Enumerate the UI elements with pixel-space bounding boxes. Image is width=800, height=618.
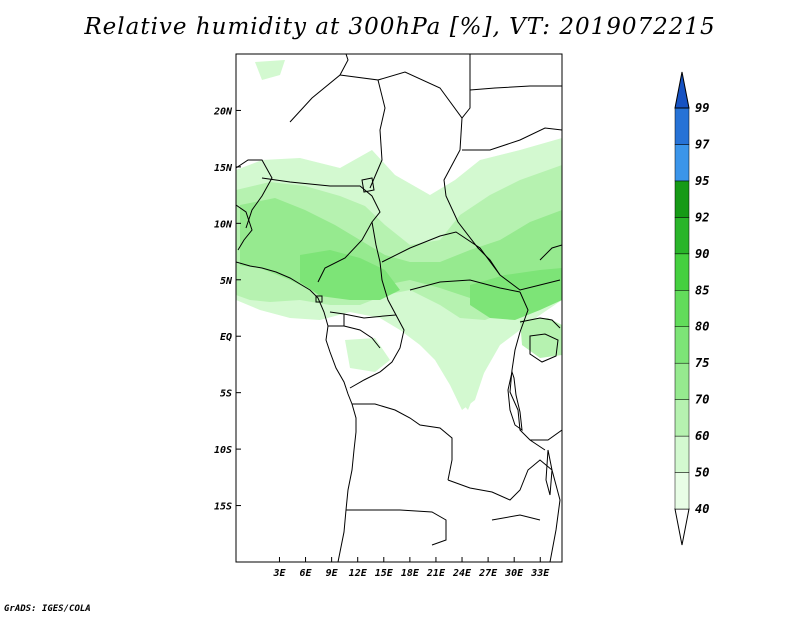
x-tick-label: 18E: [401, 568, 420, 579]
map-frame: [235, 53, 563, 563]
border-congo: [349, 314, 405, 389]
border-cameroon: [329, 221, 397, 319]
border-niger-nigeria: [261, 177, 381, 283]
x-tick-label: 15E: [375, 568, 394, 579]
x-tick-label: 9E: [326, 568, 339, 579]
legend-swatch: [674, 326, 690, 364]
legend-swatch: [674, 107, 690, 145]
x-axis: 3E 6E 9E 12E 15E 18E 21E 24E 27E 30E 33E: [272, 557, 550, 579]
x-tick-label: 12E: [349, 568, 368, 579]
legend-level-label: 40: [695, 502, 709, 516]
country-borders: [236, 54, 562, 562]
legend-swatch: [674, 362, 690, 400]
legend-level-label: 50: [695, 466, 709, 480]
y-tick-label: 15N: [214, 163, 233, 174]
x-tick-label: 3E: [272, 568, 286, 579]
border-sahara-1: [289, 54, 349, 123]
lake-tanganyika: [507, 370, 523, 432]
y-tick-label: 10S: [214, 445, 232, 456]
border-sahara-2: [339, 74, 386, 189]
humidity-region-gulf: [236, 265, 310, 302]
legend-swatch: [674, 144, 690, 182]
legend-level-label: 90: [695, 247, 709, 261]
lake-chad: [361, 177, 375, 193]
legend-swatch: [674, 253, 690, 291]
island-bioko: [315, 295, 323, 303]
legend-over-arrow: [674, 71, 690, 109]
x-tick-label: 6E: [300, 568, 313, 579]
y-tick-label: 5S: [220, 389, 232, 400]
border-burkina: [236, 159, 273, 229]
y-tick-label: 5N: [220, 276, 233, 287]
border-zimbabwe: [491, 514, 541, 521]
border-sierra: [236, 204, 253, 251]
legend-swatch: [674, 472, 690, 510]
humidity-region-east-core: [470, 268, 562, 320]
y-tick-label: 10N: [214, 219, 233, 230]
border-gabon: [328, 314, 381, 349]
legend-level-label: 99: [695, 101, 709, 115]
border-mozambique: [549, 469, 561, 562]
lake-malawi: [545, 449, 553, 496]
border-zambia: [447, 459, 553, 501]
border-drc-north: [409, 279, 521, 293]
y-tick-label: 15S: [214, 502, 232, 513]
legend-level-label: 70: [695, 393, 709, 407]
legend-swatch: [674, 180, 690, 218]
border-tanzania: [530, 429, 562, 441]
border-angola-north: [352, 403, 453, 481]
y-tick-label: EQ: [220, 332, 232, 343]
legend-level-label: 80: [695, 320, 709, 334]
coastline-west: [236, 261, 357, 562]
legend-swatch: [674, 290, 690, 327]
border-libya: [377, 54, 471, 119]
border-car: [381, 231, 561, 291]
y-axis: 20N 15N 10N 5N EQ 5S 10S 15S: [213, 106, 241, 513]
border-uganda: [519, 317, 561, 329]
x-tick-label: 27E: [478, 568, 498, 579]
y-tick-label: 20N: [213, 106, 233, 117]
x-tick-label: 21E: [426, 568, 446, 579]
chart-title: Relative humidity at 300hPa [%], VT: 201…: [84, 14, 716, 40]
x-tick-label: 33E: [530, 568, 550, 579]
humidity-shading: [236, 60, 562, 410]
x-tick-label: 30E: [504, 568, 524, 579]
legend-level-label: 60: [695, 429, 709, 443]
humidity-region-sw-patch: [345, 338, 390, 372]
grads-credit: GrADS: IGES/COLA: [4, 604, 91, 614]
legend-level-label: 92: [695, 210, 709, 224]
legend-level-label: 85: [695, 283, 709, 297]
border-east: [539, 244, 562, 261]
x-tick-label: 24E: [452, 568, 472, 579]
border-angola-south: [346, 509, 447, 546]
legend-under-arrow: [674, 508, 690, 546]
lake-victoria: [529, 333, 559, 363]
border-sudan: [462, 127, 562, 151]
humidity-region-far-north: [255, 60, 285, 80]
legend-swatch: [674, 399, 690, 437]
legend-level-label: 95: [695, 174, 709, 188]
humidity-region-central-core: [300, 250, 400, 300]
legend-level-label: 97: [695, 137, 710, 151]
legend-swatch: [674, 217, 690, 255]
colorbar-legend: 40 50 60 70 75 80 85 90 92 95 97 99: [674, 71, 710, 546]
legend-level-label: 75: [695, 356, 709, 370]
coast-north-med: [469, 85, 562, 91]
humidity-region-congo-tail: [420, 330, 485, 410]
legend-swatch: [674, 435, 690, 473]
